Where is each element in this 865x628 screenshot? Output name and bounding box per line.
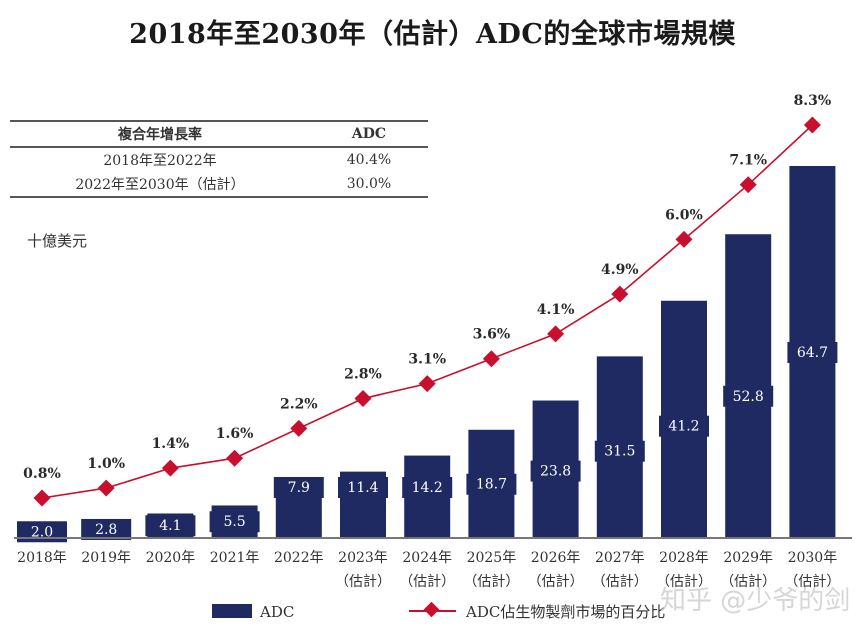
bar-label-box xyxy=(787,342,838,363)
percentage-label: 1.0% xyxy=(87,456,125,472)
cagr-period: 2022年至2030年（估計） xyxy=(75,177,245,193)
line-marker xyxy=(226,449,244,467)
percentage-label: 8.3% xyxy=(794,93,832,109)
bar-series: 2.0 2.8 4.1 5.5 7.9 11.4 14.2 18.7 23.8 31.5 41.2 5… xyxy=(17,166,838,543)
x-tick-sublabel: （估計） xyxy=(720,574,776,590)
cagr-header-row: 複合年增長率 ADC xyxy=(10,121,428,147)
x-tick-label: 2027年 xyxy=(595,550,645,566)
legend-swatch-adc xyxy=(212,604,252,618)
bar-value-label: 4.1 xyxy=(159,518,181,534)
percentage-label: 1.6% xyxy=(216,426,254,442)
cagr-row: 2018年至2022年 40.4% xyxy=(10,147,428,172)
x-tick-label: 2018年 xyxy=(17,550,67,566)
bar-value-label: 18.7 xyxy=(476,477,507,493)
x-tick-sublabel: （估計） xyxy=(656,574,712,590)
bar-label-box xyxy=(402,477,453,498)
percentage-label: 7.1% xyxy=(729,153,767,169)
line-marker xyxy=(418,375,436,393)
cagr-table: 複合年增長率 ADC 2018年至2022年 40.4% 2022年至2030年… xyxy=(10,120,428,198)
bar xyxy=(725,234,772,537)
bar-label-box xyxy=(723,385,774,407)
percentage-label: 2.2% xyxy=(280,396,318,412)
x-tick-label: 2020年 xyxy=(146,550,196,566)
x-tick-sublabel: （估計） xyxy=(335,574,391,590)
legend-diamond-icon xyxy=(423,601,440,618)
bar-label-box xyxy=(530,460,581,482)
x-tick-sublabel: （估計） xyxy=(784,574,840,590)
x-tick-label: 2021年 xyxy=(210,550,260,566)
bar xyxy=(275,491,322,537)
cagr-header-adc: ADC xyxy=(351,126,387,142)
line-marker xyxy=(354,390,372,408)
legend-label-percentage: ADC佔生物製劑市場的百分比 xyxy=(465,603,665,621)
line-marker xyxy=(482,350,500,368)
cagr-value: 40.4% xyxy=(346,152,392,168)
percentage-label: 3.1% xyxy=(408,352,446,368)
bar-value-label: 2.8 xyxy=(95,522,117,538)
x-tick-sublabel: （估計） xyxy=(592,574,648,590)
bar-label-box xyxy=(145,515,196,537)
line-marker xyxy=(97,479,115,497)
x-tick-label: 2028年 xyxy=(659,550,709,566)
bar-value-label: 23.8 xyxy=(540,464,571,480)
x-tick-label: 2030年 xyxy=(788,550,838,566)
line-marker xyxy=(161,459,179,477)
percentage-label: 4.1% xyxy=(537,302,575,318)
cagr-value: 30.0% xyxy=(346,176,392,192)
watermark: 知乎 @少爷的剑 xyxy=(660,586,851,616)
x-axis-ticks: 2018年 2019年 2020年 2021年 2022年 2023年 （估計） 2024年 （… xyxy=(17,550,840,590)
x-tick-sublabel: （估計） xyxy=(399,574,455,590)
bar-value-label: 64.7 xyxy=(797,345,828,361)
bar-value-label: 5.5 xyxy=(223,514,245,530)
legend: ADC ADC佔生物製劑市場的百分比 xyxy=(212,601,665,621)
legend-label-adc: ADC xyxy=(259,603,294,621)
x-tick-sublabel: （估計） xyxy=(528,574,584,590)
line-series: 0.8% 1.0% 1.4% 1.6% 2.2% 2.8% 3.1% 3.6% 4.1% 4.9%… xyxy=(23,93,832,507)
x-tick-label: 2025年 xyxy=(467,550,517,566)
bar-label-box xyxy=(659,415,709,437)
bar-value-label: 52.8 xyxy=(733,389,764,405)
bar-value-label: 14.2 xyxy=(412,480,443,496)
bar-label-box xyxy=(81,518,132,540)
x-tick-sublabel: （估計） xyxy=(463,574,519,590)
x-tick-label: 2024年 xyxy=(402,550,452,566)
cagr-header-period: 複合年增長率 xyxy=(118,127,202,143)
bar-label-box xyxy=(338,477,388,498)
percentage-label: 6.0% xyxy=(665,207,703,223)
x-tick-label: 2029年 xyxy=(723,550,773,566)
percentage-label: 1.4% xyxy=(152,436,190,452)
percentage-label: 4.9% xyxy=(601,262,639,278)
cagr-row: 2022年至2030年（估計） 30.0% xyxy=(10,172,428,197)
line-marker xyxy=(33,489,51,507)
percentage-label: 3.6% xyxy=(473,327,511,343)
x-tick-label: 2023年 xyxy=(338,550,388,566)
bar-label-box xyxy=(594,440,645,462)
bar-label-box xyxy=(273,477,324,498)
bar-value-label: 2.0 xyxy=(31,524,53,540)
bar-value-label: 41.2 xyxy=(668,419,699,435)
bar-value-label: 11.4 xyxy=(347,480,378,496)
line-marker xyxy=(290,419,308,437)
cagr-period: 2018年至2022年 xyxy=(103,153,217,169)
line-marker xyxy=(675,230,693,248)
x-tick-label: 2026年 xyxy=(531,550,581,566)
bar-label-box xyxy=(466,473,517,495)
percentage-label: 0.8% xyxy=(23,466,61,482)
x-tick-label: 2022年 xyxy=(274,550,324,566)
y-axis-unit-label: 十億美元 xyxy=(27,232,88,250)
x-tick-label: 2019年 xyxy=(81,550,131,566)
chart-title: 2018年至2030年（估計）ADC的全球市場規模 xyxy=(129,19,736,50)
line-marker xyxy=(803,116,821,134)
line-marker xyxy=(547,325,565,343)
bar-value-label: 7.9 xyxy=(288,480,310,496)
line-marker xyxy=(611,285,629,303)
bar-label-box xyxy=(209,511,260,533)
bar-value-label: 31.5 xyxy=(604,444,635,460)
percentage-label: 2.8% xyxy=(344,367,382,383)
line-marker xyxy=(739,176,757,194)
